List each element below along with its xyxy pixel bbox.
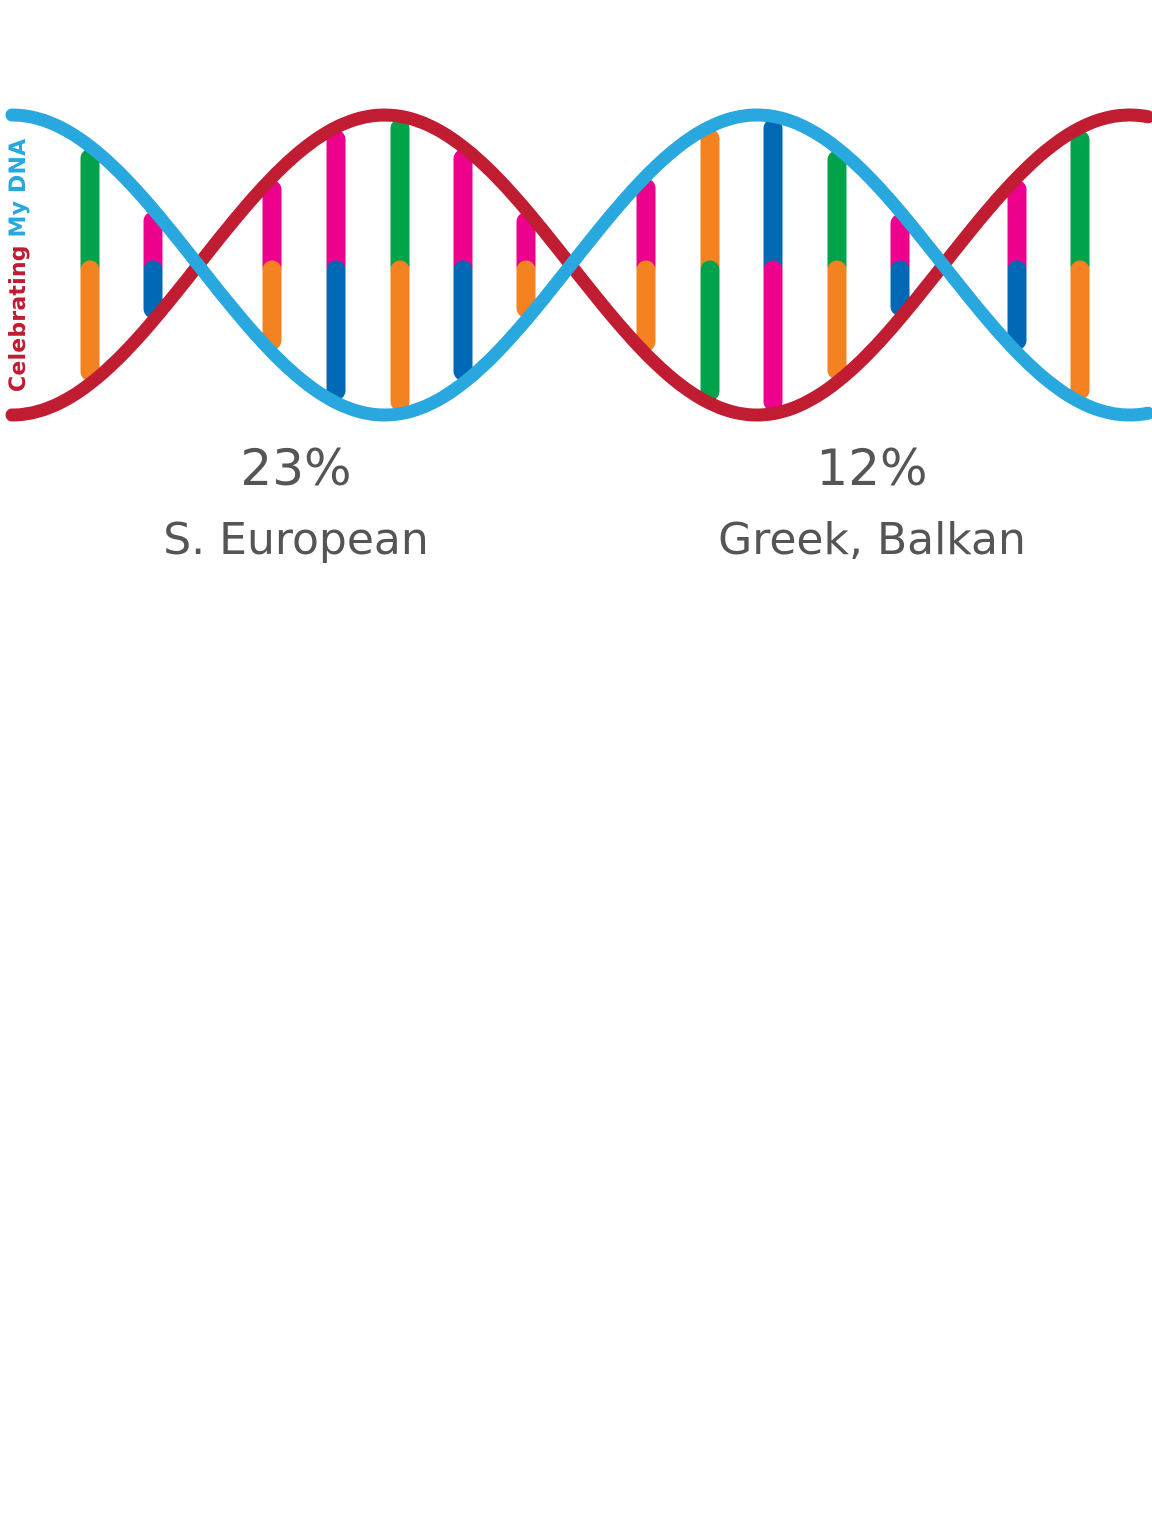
- dna-strand-red: [5, 108, 1152, 422]
- ancestry-label: Greek, Balkan: [718, 514, 1026, 565]
- ancestry-percent: 12%: [816, 439, 928, 497]
- brand-logo: Celebrating My DNA: [6, 139, 31, 392]
- brand-word-celebrating: Celebrating: [6, 245, 31, 392]
- dna-strand-blue: [5, 108, 1152, 422]
- ancestry-label: S. European: [163, 514, 429, 565]
- dna-helix-graphic: [5, 108, 1152, 422]
- ancestry-percent: 23%: [240, 439, 352, 497]
- ancestry-stat-greek-balkan: 12% Greek, Balkan: [672, 438, 1072, 568]
- ancestry-stat-s-european: 23% S. European: [96, 438, 496, 568]
- brand-word-my-dna: My DNA: [6, 138, 31, 238]
